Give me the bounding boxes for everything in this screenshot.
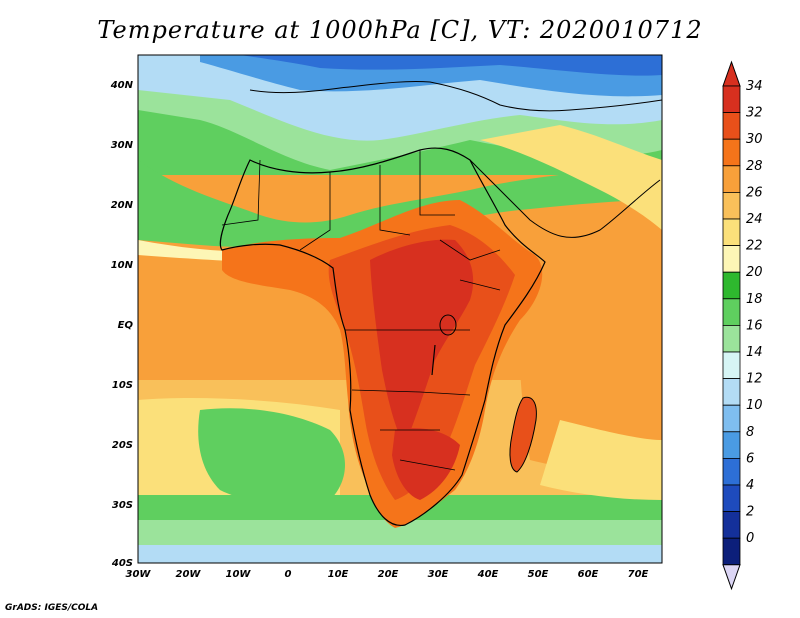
indian-ocean-mild xyxy=(540,420,662,500)
colorbar-label: 24 xyxy=(746,212,763,227)
lon-tick: 10E xyxy=(328,569,349,580)
colorbar-label: 10 xyxy=(746,398,763,413)
colorbar-label: 30 xyxy=(746,132,763,147)
colorbar-swatch xyxy=(722,218,741,247)
map-title: Temperature at 1000hPa [C], VT: 20200107… xyxy=(97,16,703,44)
colorbar-label: 34 xyxy=(746,79,763,94)
lon-tick: 20E xyxy=(378,569,399,580)
colorbar-label: 20 xyxy=(746,265,763,280)
lon-axis: 30W 20W 10W 0 10E 20E 30E 40E 50E 60E 70… xyxy=(126,569,649,580)
country-borders xyxy=(221,150,501,471)
lat-axis: 40N 30N 20N 10N EQ 10S 20S 30S 40S xyxy=(110,80,134,569)
lat-tick: 20N xyxy=(111,200,134,211)
colorbar-swatch xyxy=(722,191,741,220)
lat-tick: 30N xyxy=(111,140,134,151)
colorbar-swatch xyxy=(722,378,741,406)
colorbar-label: 26 xyxy=(746,185,763,200)
colorbar-label: 28 xyxy=(746,159,763,174)
colorbar-swatch xyxy=(722,351,741,380)
colorbar-label: 14 xyxy=(746,345,763,360)
lon-tick: 70E xyxy=(628,569,649,580)
europe-coastline xyxy=(249,81,662,112)
africa-hottest-core xyxy=(370,239,474,445)
lat-tick: 20S xyxy=(112,440,133,451)
lat-tick: 30S xyxy=(112,500,133,511)
southern-africa-hot xyxy=(392,428,460,500)
southern-ocean-cold xyxy=(138,545,662,563)
colorbar-label: 32 xyxy=(746,106,763,121)
credit-text: GrADS: IGES/COLA xyxy=(5,603,99,613)
colorbar-label: 8 xyxy=(746,425,754,440)
arabia-mild xyxy=(480,125,662,230)
plot-frame xyxy=(137,54,663,564)
indian-ocean-warm xyxy=(518,238,662,480)
colorbar-label: 22 xyxy=(746,239,763,254)
lon-tick: 30E xyxy=(428,569,449,580)
lon-tick: 40E xyxy=(477,569,499,580)
colorbar-top-arrow xyxy=(722,60,741,87)
colorbar-swatch xyxy=(722,484,741,513)
lon-tick: 20W xyxy=(176,569,202,580)
colorbar-swatch xyxy=(722,112,741,140)
north-coldest-band xyxy=(240,55,662,76)
lon-tick: 10W xyxy=(226,569,252,580)
colorbar-swatch xyxy=(722,431,741,459)
colorbar-swatch xyxy=(722,271,741,300)
colorbar-label: 4 xyxy=(746,478,754,493)
lat-tick: 10S xyxy=(112,380,133,391)
colorbar-swatch xyxy=(722,324,741,353)
sahel-green-band xyxy=(138,160,662,247)
colorbar-swatch xyxy=(722,404,741,433)
lon-tick: 50E xyxy=(528,569,549,580)
lake-tanganyika xyxy=(431,344,436,376)
colorbar-bottom-arrow xyxy=(722,564,741,591)
colorbar-swatch xyxy=(722,511,741,539)
colorbar-label: 6 xyxy=(746,451,754,466)
madagascar xyxy=(509,396,537,473)
colorbar-swatch xyxy=(722,165,741,193)
colorbar-label: 16 xyxy=(746,318,763,333)
lat-tick: 40S xyxy=(111,558,133,569)
lat-tick: EQ xyxy=(118,320,134,331)
colorbar-label: 2 xyxy=(746,505,754,520)
south-atlantic-green xyxy=(198,408,345,506)
colorbar-swatch xyxy=(722,245,741,273)
colorbar-swatch xyxy=(722,537,741,566)
colorbar-label: 12 xyxy=(746,372,763,387)
arabia-coastline xyxy=(469,159,661,238)
lat-tick: 40N xyxy=(110,80,134,91)
colorbar-swatch xyxy=(722,298,741,326)
lake-victoria xyxy=(439,314,457,336)
lon-tick: 60E xyxy=(578,569,599,580)
lat-tick: 10N xyxy=(111,260,134,271)
lon-tick: 0 xyxy=(285,569,292,580)
colorbar-swatch xyxy=(722,138,741,167)
colorbar-swatch xyxy=(722,457,741,486)
colorbar-label: 18 xyxy=(746,292,763,307)
colorbar-label: 0 xyxy=(746,531,754,546)
colorbar-swatch xyxy=(722,85,741,114)
map-plot-area xyxy=(138,55,662,563)
lon-tick: 30W xyxy=(126,569,152,580)
